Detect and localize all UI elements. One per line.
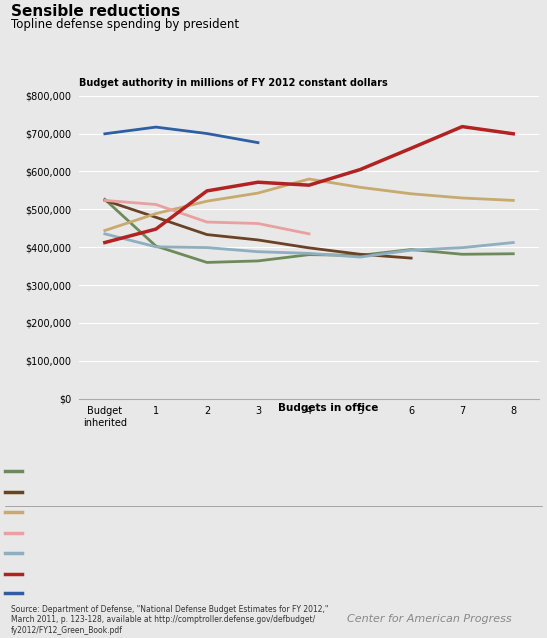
Text: Budget authority in millions of FY 2012 constant dollars: Budget authority in millions of FY 2012 …: [79, 78, 388, 88]
Text: Source: Department of Defense, "National Defense Budget Estimates for FY 2012,"
: Source: Department of Defense, "National…: [11, 605, 328, 635]
Text: Center for American Progress: Center for American Progress: [347, 614, 512, 624]
Text: Topline defense spending by president: Topline defense spending by president: [11, 18, 239, 31]
Text: Budgets in office: Budgets in office: [278, 403, 379, 413]
Text: Sensible reductions: Sensible reductions: [11, 4, 180, 20]
